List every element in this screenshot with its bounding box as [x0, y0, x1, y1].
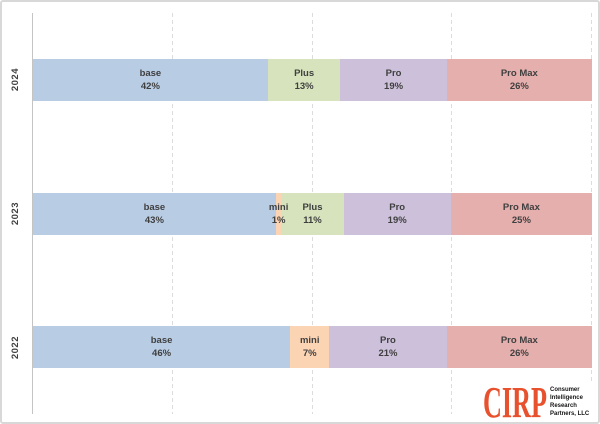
- segment-2024-pro-max: Pro Max 26%: [446, 58, 592, 101]
- segment-2023-base: base 43%: [33, 192, 276, 235]
- segment-2022-pro: Pro 21%: [329, 326, 447, 369]
- segment-2024-base: base 42%: [33, 58, 268, 101]
- segment-2024-plus: Plus 13%: [267, 58, 341, 101]
- stacked-bar-2023: base 43% mini 1% Plus 11% Pro 19% Pro Max 25%: [33, 192, 592, 235]
- cirp-logo-icon: CIRP: [483, 384, 547, 419]
- cirp-tagline: Consumer Intelligence Research Partners,…: [550, 386, 589, 418]
- segment-label-2023-pro-max: Pro Max 25%: [502, 201, 540, 226]
- segment-label-2024-plus: Plus 13%: [294, 67, 315, 92]
- segment-label-2023-pro: Pro 19%: [387, 201, 407, 226]
- segment-label-2024-pro-max: Pro Max 26%: [500, 67, 538, 92]
- segment-2022-pro-max: Pro Max 26%: [446, 326, 592, 369]
- segment-label-2024-base: base 42%: [139, 67, 162, 92]
- bar-regions: 2024 base 42% Plus 13% Pro 19% Pro Max 26% 2023 ba…: [10, 13, 592, 414]
- stacked-bar-2022: base 46% mini 7% Pro 21% Pro Max 26%: [33, 326, 592, 369]
- year-axis-label-wrap: 2022: [6, 280, 24, 414]
- segment-label-2022-pro-max: Pro Max 26%: [500, 335, 538, 360]
- segment-2023-pro-max: Pro Max 25%: [450, 192, 592, 235]
- year-label-2024: 2024: [9, 68, 21, 92]
- segment-2023-plus: Plus 11%: [281, 192, 344, 235]
- segment-label-2022-pro: Pro 21%: [378, 335, 398, 360]
- tagline-line-1: Consumer: [550, 385, 581, 393]
- stacked-bar-2024: base 42% Plus 13% Pro 19% Pro Max 26%: [33, 58, 592, 101]
- plot-area: 2024 base 42% Plus 13% Pro 19% Pro Max 26% 2023 ba…: [10, 13, 592, 414]
- segment-2024-pro: Pro 19%: [340, 58, 447, 101]
- year-axis-label-wrap: 2024: [6, 13, 24, 147]
- segment-2022-base: base 46%: [33, 326, 291, 369]
- segment-label-2023-plus: Plus 11%: [302, 201, 323, 226]
- row-2023: 2023 base 43% mini 1% Plus 11% Pro 19% Pro Max 25%: [10, 147, 592, 281]
- segment-2023-pro: Pro 19%: [343, 192, 451, 235]
- cirp-logo: CIRP Consumer Intelligence Research Part…: [481, 384, 595, 419]
- segment-2022-mini: mini 7%: [290, 326, 330, 369]
- segment-label-2023-mini: mini 1%: [268, 201, 289, 226]
- tagline-line-2: Intelligence: [550, 393, 584, 401]
- cirp-logo-text: CIRP: [483, 384, 547, 419]
- year-axis-label-wrap: 2023: [6, 147, 24, 281]
- row-2022: 2022 base 46% mini 7% Pro 21% Pro Max 26%: [10, 280, 592, 414]
- segment-label-2024-pro: Pro 19%: [384, 67, 404, 92]
- tagline-line-4: Partners, LLC: [550, 409, 590, 417]
- row-2024: 2024 base 42% Plus 13% Pro 19% Pro Max 26%: [10, 13, 592, 147]
- tagline-line-3: Research: [550, 401, 578, 409]
- year-label-2023: 2023: [9, 201, 21, 226]
- year-label-2022: 2022: [9, 335, 21, 359]
- segment-label-2022-mini: mini 7%: [299, 335, 320, 360]
- segment-label-2022-base: base 46%: [150, 335, 173, 360]
- segment-label-2023-base: base 43%: [143, 201, 166, 226]
- segment-2023-mini: mini 1%: [269, 192, 288, 235]
